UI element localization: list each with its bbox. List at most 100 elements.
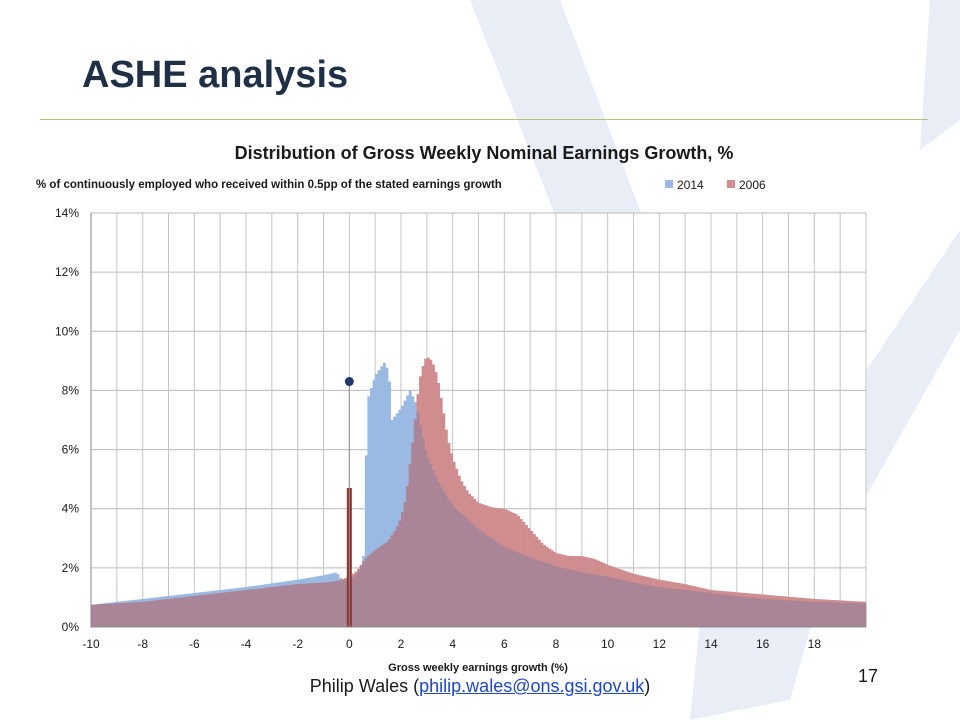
bar-overlap (550, 565, 554, 627)
bar-overlap (811, 601, 815, 627)
bar-2014 (393, 416, 397, 627)
bar-overlap (403, 502, 407, 627)
bar-overlap (119, 603, 123, 627)
bar-overlap (783, 600, 787, 627)
bar-overlap (548, 564, 552, 627)
bar-overlap (315, 583, 319, 627)
bar-overlap (246, 589, 249, 627)
bar-overlap (630, 582, 634, 627)
bar-overlap (367, 555, 371, 627)
bar-overlap (326, 582, 329, 627)
bar-overlap (837, 602, 841, 627)
y-tick-label: 2% (62, 561, 80, 575)
bar-overlap (594, 574, 598, 627)
bar-2014 (370, 388, 373, 627)
bar-overlap (664, 587, 668, 627)
bar-overlap (806, 601, 810, 627)
bar-overlap (558, 567, 562, 627)
bar-overlap (401, 512, 404, 627)
bar-overlap (610, 577, 614, 627)
x-tick-label: -4 (241, 637, 252, 651)
bar-overlap (357, 572, 360, 627)
bar-overlap (421, 437, 425, 627)
bar-overlap (158, 599, 162, 627)
bar-overlap (566, 569, 570, 627)
bar-overlap (713, 593, 717, 627)
bar-overlap (455, 509, 459, 627)
bar-overlap (359, 565, 363, 627)
bar-overlap (816, 601, 820, 627)
bar-2014 (385, 367, 389, 627)
bar-overlap (328, 581, 332, 627)
bar-overlap (858, 603, 862, 627)
bar-overlap (602, 576, 606, 627)
bar-overlap (729, 595, 732, 627)
bar-overlap (251, 589, 255, 627)
bar-overlap (599, 575, 603, 627)
bar-overlap (773, 599, 776, 627)
bar-overlap (406, 486, 410, 627)
bar-overlap (129, 602, 133, 627)
x-tick-label: -10 (82, 637, 100, 651)
bar-2014 (380, 366, 384, 627)
bar-overlap (289, 584, 293, 627)
bar-overlap (767, 599, 771, 627)
bar-overlap (225, 592, 229, 627)
bar-overlap (209, 594, 213, 627)
author-email-link[interactable]: philip.wales@ons.gsi.gov.uk (419, 676, 645, 696)
bar-overlap (556, 566, 559, 627)
bar-overlap (716, 593, 720, 627)
bar-overlap (176, 597, 180, 627)
bar-overlap (284, 585, 288, 627)
bar-overlap (217, 593, 221, 627)
bar-overlap (230, 591, 234, 627)
bar-overlap (612, 578, 616, 627)
bar-overlap (863, 603, 867, 627)
bar-overlap (215, 593, 218, 627)
bar-overlap (147, 601, 151, 627)
bar-overlap (506, 548, 510, 627)
bar-overlap (202, 594, 205, 627)
bar-overlap (537, 560, 541, 627)
bar-overlap (122, 602, 125, 627)
bar-overlap (478, 530, 482, 627)
bar-overlap (847, 602, 851, 627)
bar-overlap (543, 562, 546, 627)
bar-overlap (323, 582, 327, 627)
bar-overlap (271, 586, 275, 627)
bar-overlap (398, 520, 402, 627)
bar-overlap (424, 449, 428, 627)
bar-overlap (222, 592, 226, 627)
y-tick-label: 6% (62, 443, 80, 457)
bar-overlap (574, 570, 577, 627)
bar-overlap (457, 511, 461, 627)
bar-overlap (576, 571, 580, 627)
overlap-bars (91, 411, 867, 627)
bar-overlap (571, 570, 575, 627)
bar-overlap (845, 602, 849, 627)
bar-overlap (607, 577, 611, 627)
bar-overlap (447, 499, 451, 627)
chart-title: Distribution of Gross Weekly Nominal Ear… (235, 143, 734, 163)
bar-overlap (718, 594, 722, 627)
bar-overlap (809, 601, 813, 627)
bar-overlap (426, 458, 430, 627)
title-divider (40, 119, 928, 120)
bar-overlap (372, 551, 376, 627)
bar-overlap (705, 592, 709, 627)
bar-overlap (450, 503, 453, 627)
bar-overlap (527, 556, 531, 627)
bar-overlap (579, 571, 583, 627)
bar-overlap (302, 583, 306, 627)
bar-overlap (109, 603, 112, 627)
bar-overlap (638, 583, 642, 627)
bar-overlap (540, 561, 544, 627)
bar-overlap (163, 599, 167, 627)
bar-overlap (375, 549, 379, 627)
chart-legend: 2014 2006 (665, 178, 766, 192)
bar-overlap (597, 575, 601, 627)
bar-overlap (256, 588, 260, 627)
bar-overlap (305, 583, 309, 627)
bar-overlap (824, 602, 828, 627)
bar-overlap (227, 591, 231, 627)
